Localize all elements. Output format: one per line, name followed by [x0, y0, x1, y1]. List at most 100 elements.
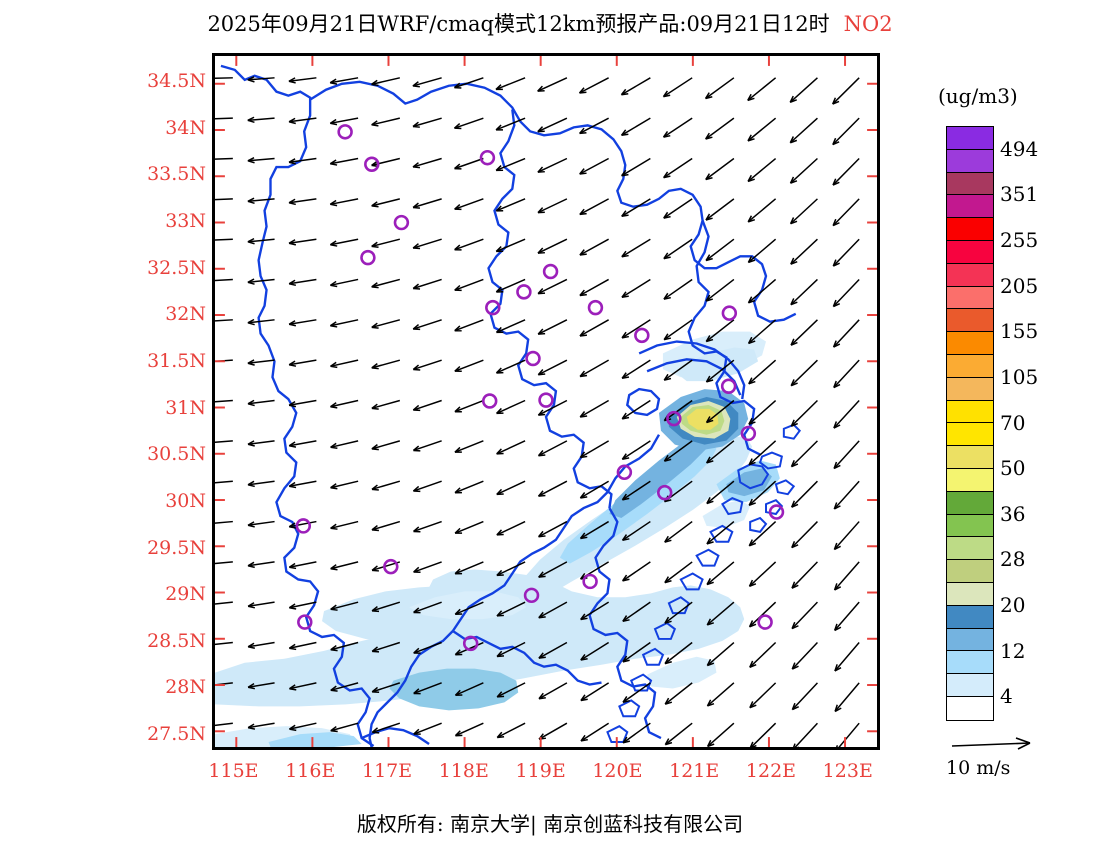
wind-arrow-shaft	[496, 682, 526, 698]
wind-arrow-head	[371, 120, 379, 127]
station-marker[interactable]	[295, 518, 312, 534]
wind-arrow-shaft	[664, 561, 693, 584]
wind-arrow-shaft	[579, 77, 609, 94]
wind-arrow-shaft	[580, 601, 610, 621]
wind-arrow-head	[664, 657, 672, 665]
wind-arrow-shaft	[289, 440, 317, 447]
station-marker[interactable]	[462, 635, 479, 652]
colorbar-band	[947, 674, 993, 697]
wind-arrow-shaft	[706, 561, 735, 586]
station-marker[interactable]	[768, 504, 785, 520]
wind-arrow-shaft	[496, 601, 526, 617]
station-marker[interactable]	[720, 378, 737, 394]
wind-arrow-head	[789, 176, 798, 184]
map-plot-area[interactable]	[212, 53, 880, 750]
station-marker[interactable]	[337, 124, 353, 140]
wind-arrow-shaft	[834, 682, 860, 712]
wind-arrow-shaft	[538, 722, 568, 740]
station-marker[interactable]	[634, 327, 650, 344]
colorbar-label-36: 36	[1000, 501, 1026, 526]
wind-arrow-head	[834, 704, 842, 713]
wind-arrow-shaft	[215, 480, 233, 484]
colorbar-label-4: 4	[1000, 684, 1013, 709]
wind-arrow-head	[496, 691, 505, 698]
wind-arrow-shaft	[496, 359, 526, 374]
wind-arrow-head	[288, 481, 297, 489]
wind-arrow-shaft	[330, 319, 359, 327]
station-marker[interactable]	[479, 149, 496, 166]
wind-arrow-head	[621, 574, 630, 582]
station-marker[interactable]	[360, 249, 376, 266]
wind-arrow-head	[537, 85, 545, 92]
wind-arrow-shaft	[537, 238, 568, 254]
wind-arrow-shaft	[330, 641, 359, 651]
wind-arrow-head	[579, 532, 588, 540]
map-svg	[215, 56, 877, 747]
wind-arrow-head	[412, 404, 421, 412]
wind-arrow-shaft	[621, 319, 651, 339]
station-marker[interactable]	[542, 263, 559, 280]
wind-arrow-shaft	[538, 480, 568, 497]
wind-arrow-head	[663, 171, 671, 179]
station-marker[interactable]	[383, 558, 399, 575]
wind-arrow-shaft	[454, 520, 484, 534]
wind-arrow-shaft	[622, 561, 651, 582]
wind-arrow-shaft	[495, 198, 526, 212]
station-marker[interactable]	[481, 393, 498, 409]
wind-arrow-shaft	[412, 198, 442, 209]
wind-arrow-shaft	[247, 641, 275, 648]
wind-arrow-shaft	[747, 278, 777, 304]
wind-arrow-shaft	[791, 682, 818, 711]
station-marker[interactable]	[393, 214, 410, 231]
wind-arrow-head	[706, 497, 714, 505]
wind-arrow-head	[580, 734, 588, 742]
wind-arrow-head	[705, 173, 713, 181]
wind-arrow-shaft	[579, 198, 609, 216]
wind-arrow-shaft	[580, 480, 610, 499]
colorbar-units-label: (ug/m3)	[938, 84, 1018, 108]
wind-arrow-shaft	[495, 77, 526, 91]
station-marker[interactable]	[666, 410, 682, 427]
wind-arrow-shaft	[413, 480, 442, 492]
wind-arrow-head	[791, 621, 799, 630]
wind-arrow-shaft	[791, 480, 818, 508]
station-marker[interactable]	[582, 573, 598, 590]
wind-arrow-head	[454, 406, 462, 413]
station-marker[interactable]	[740, 425, 757, 442]
wind-arrow-head	[288, 522, 297, 529]
colorbar[interactable]	[946, 126, 994, 721]
station-marker[interactable]	[757, 614, 773, 630]
colorbar-band	[947, 468, 993, 492]
station-marker[interactable]	[587, 299, 604, 316]
wind-arrow-shaft	[371, 198, 401, 207]
station-marker[interactable]	[525, 350, 541, 367]
wind-arrow-shaft	[663, 399, 693, 422]
wind-arrow-shaft	[706, 682, 735, 707]
station-marker[interactable]	[538, 392, 554, 408]
station-marker[interactable]	[523, 587, 540, 604]
wind-arrow-shaft	[371, 238, 401, 248]
wind-arrow-head	[834, 664, 842, 672]
station-marker[interactable]	[364, 156, 380, 172]
station-marker[interactable]	[297, 614, 313, 630]
wind-arrow-shaft	[247, 399, 275, 405]
wind-arrow-shaft	[215, 722, 233, 727]
wind-arrow-head	[413, 566, 421, 573]
wind-arrow-head	[330, 685, 338, 692]
wind-arrow-shaft	[747, 117, 777, 142]
station-marker[interactable]	[656, 484, 673, 501]
wind-arrow-shaft	[288, 117, 317, 123]
wind-key-label: 10 m/s	[946, 757, 1011, 779]
wind-arrow-head	[454, 730, 463, 737]
station-marker[interactable]	[485, 299, 501, 316]
wind-arrow-shaft	[705, 117, 735, 140]
wind-arrow-shaft	[496, 722, 526, 739]
wind-arrow-shaft	[621, 359, 651, 379]
colorbar-band	[947, 628, 993, 652]
wind-arrow-head	[833, 583, 842, 591]
station-marker[interactable]	[721, 305, 738, 321]
wind-arrow-head	[247, 197, 255, 205]
wind-arrow-shaft	[622, 601, 651, 622]
station-marker[interactable]	[516, 284, 532, 300]
station-marker[interactable]	[616, 464, 633, 481]
